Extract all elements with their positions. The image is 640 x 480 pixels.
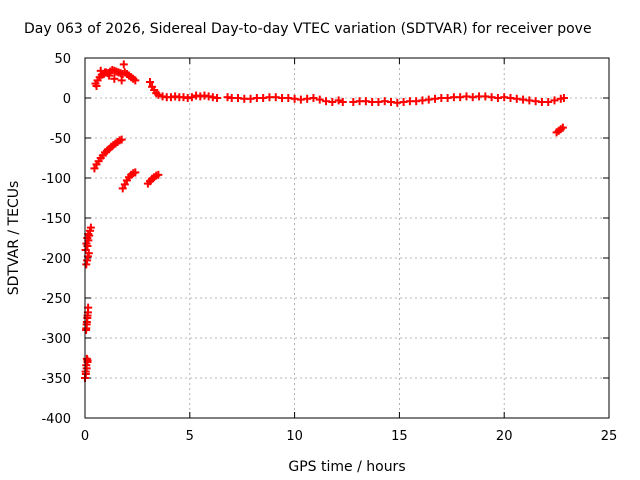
data-point	[334, 96, 343, 105]
data-point	[154, 170, 163, 179]
data-point	[338, 98, 347, 106]
y-tick-label: 0	[63, 92, 71, 107]
y-tick-label: -100	[41, 172, 71, 187]
data-point	[117, 135, 126, 144]
data-point	[558, 123, 567, 132]
data-point	[131, 168, 140, 177]
y-tick-label: -250	[41, 292, 71, 307]
x-tick-label: 10	[286, 429, 303, 444]
data-points	[81, 60, 568, 382]
axis-tick-labels: 0 5 10 15 20 25 50 0 -50 -100 -150 -200 -250 -300 -350…	[41, 52, 617, 444]
data-point	[110, 74, 119, 83]
chart-title: Day 063 of 2026, Sidereal Day-to-day VTE…	[24, 21, 592, 37]
data-point	[92, 82, 101, 90]
data-point	[154, 90, 163, 99]
axis-ticks	[84, 57, 610, 419]
y-tick-label: -400	[41, 412, 71, 427]
y-tick-label: -200	[41, 252, 71, 267]
data-point	[187, 93, 196, 102]
x-axis-label: GPS time / hours	[288, 459, 405, 475]
data-point	[145, 78, 154, 86]
x-tick-label: 0	[81, 429, 89, 444]
chart-grid	[85, 58, 609, 418]
y-tick-label: -350	[41, 372, 71, 387]
y-tick-label: -50	[50, 132, 71, 147]
data-point	[559, 94, 568, 102]
data-point	[315, 95, 324, 104]
data-point	[105, 71, 114, 80]
data-point	[86, 223, 95, 232]
data-point	[119, 60, 128, 69]
x-tick-label: 20	[496, 429, 513, 444]
y-tick-label: -300	[41, 332, 71, 347]
plot-frame	[84, 57, 610, 419]
y-axis-label: SDTVAR / TECUs	[6, 181, 22, 296]
data-point	[213, 94, 222, 102]
data-point	[100, 68, 109, 77]
data-point	[309, 94, 318, 102]
x-tick-label: 15	[391, 429, 408, 444]
x-tick-label: 25	[601, 429, 618, 444]
data-point	[544, 98, 553, 106]
data-point	[131, 76, 140, 85]
data-point	[550, 96, 559, 105]
data-point	[96, 66, 105, 75]
data-point	[328, 98, 337, 106]
y-tick-label: 50	[54, 52, 71, 67]
y-tick-label: -150	[41, 212, 71, 227]
data-point	[117, 76, 126, 85]
x-tick-label: 5	[186, 429, 194, 444]
